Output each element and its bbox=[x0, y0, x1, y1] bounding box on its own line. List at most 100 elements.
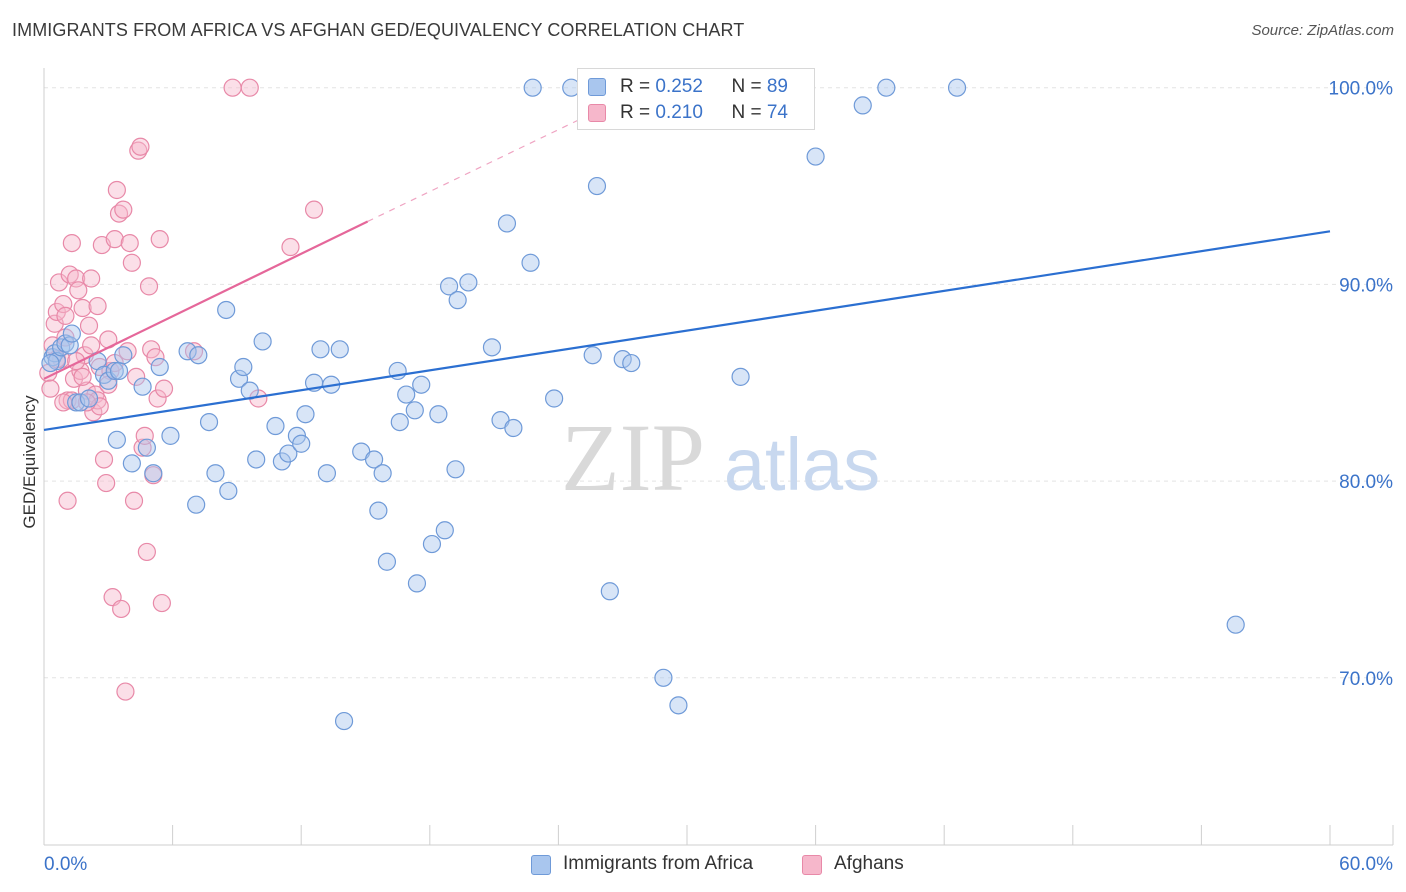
data-point bbox=[82, 336, 101, 355]
data-point bbox=[545, 389, 564, 408]
data-point bbox=[114, 346, 133, 365]
data-point bbox=[112, 599, 131, 619]
data-point bbox=[71, 393, 90, 412]
data-point bbox=[150, 230, 169, 249]
data-point bbox=[292, 434, 311, 453]
data-point bbox=[56, 306, 75, 325]
data-point bbox=[482, 338, 502, 357]
data-point bbox=[133, 377, 152, 396]
data-point bbox=[88, 296, 107, 316]
data-point bbox=[148, 389, 167, 408]
data-point bbox=[206, 464, 225, 483]
data-point bbox=[217, 300, 236, 320]
tick-labels: 70.0% 80.0% 90.0% 100.0% 0.0% 60.0% bbox=[44, 79, 1393, 875]
trend-line-africa bbox=[43, 230, 1331, 432]
legend-n-value: 74 bbox=[766, 102, 788, 123]
data-point bbox=[311, 340, 330, 359]
data-point bbox=[187, 495, 206, 514]
data-point bbox=[622, 353, 641, 373]
data-point bbox=[429, 405, 448, 424]
data-point bbox=[41, 379, 60, 398]
legend-r-value: 0.252 bbox=[655, 76, 703, 97]
data-point bbox=[435, 521, 454, 540]
legend-n-value: 89 bbox=[766, 76, 788, 97]
data-point bbox=[219, 481, 238, 501]
data-point bbox=[82, 269, 101, 288]
data-point bbox=[116, 682, 135, 701]
data-point bbox=[79, 316, 99, 335]
y-tick-label: 70.0% bbox=[1339, 669, 1393, 690]
correlation-legend: R = 0.252 N = 89 R = 0.210 N = 74 bbox=[577, 68, 815, 130]
data-point bbox=[97, 473, 116, 493]
data-point bbox=[58, 491, 77, 510]
trend-line-afghans-extension bbox=[367, 114, 589, 223]
data-point bbox=[137, 438, 156, 457]
x-tick-label: 0.0% bbox=[44, 854, 87, 875]
trend-lines bbox=[43, 114, 1331, 432]
data-point bbox=[67, 269, 86, 288]
data-point bbox=[124, 491, 144, 510]
data-point bbox=[266, 416, 285, 436]
data-point bbox=[94, 450, 114, 469]
data-point bbox=[62, 233, 81, 253]
data-point bbox=[144, 464, 163, 483]
watermark-zip: ZIP bbox=[561, 404, 705, 511]
data-point bbox=[446, 460, 465, 479]
trend-line-afghans bbox=[43, 220, 369, 380]
data-point bbox=[448, 291, 467, 310]
watermark-atlas: atlas bbox=[724, 423, 880, 506]
legend-swatch-blue bbox=[531, 855, 551, 875]
source-label: Source: ZipAtlas.com bbox=[1251, 22, 1394, 39]
data-point bbox=[41, 353, 60, 373]
data-point bbox=[459, 273, 478, 292]
data-point bbox=[120, 233, 139, 253]
data-point bbox=[152, 593, 171, 613]
data-point bbox=[600, 582, 619, 601]
data-point bbox=[107, 430, 126, 449]
data-point bbox=[122, 454, 141, 473]
chart-title: IMMIGRANTS FROM AFRICA VS AFGHAN GED/EQU… bbox=[12, 20, 745, 40]
data-point bbox=[139, 277, 159, 296]
data-point bbox=[199, 412, 219, 432]
data-point bbox=[135, 426, 154, 445]
data-point bbox=[240, 78, 259, 97]
data-point bbox=[296, 405, 315, 424]
data-point bbox=[523, 78, 542, 97]
data-point bbox=[369, 501, 388, 520]
series-legend: Immigrants from Africa Afghans bbox=[0, 850, 1406, 880]
data-point bbox=[330, 340, 349, 359]
data-point bbox=[439, 277, 459, 296]
data-point bbox=[161, 426, 180, 445]
data-point bbox=[613, 350, 632, 369]
data-point bbox=[109, 361, 129, 381]
data-point bbox=[654, 668, 673, 687]
data-point bbox=[587, 176, 607, 196]
y-tick-label: 90.0% bbox=[1339, 275, 1393, 296]
legend-n-label: N = bbox=[731, 102, 767, 123]
legend-swatch-blue bbox=[588, 78, 606, 96]
data-point bbox=[247, 450, 266, 469]
x-tick-label: 60.0% bbox=[1339, 854, 1393, 875]
data-point bbox=[234, 357, 253, 377]
data-point bbox=[412, 375, 431, 394]
axes bbox=[43, 68, 1394, 846]
data-point bbox=[407, 574, 427, 593]
data-point bbox=[189, 346, 208, 365]
data-point bbox=[137, 542, 156, 562]
data-point bbox=[422, 534, 442, 554]
data-point bbox=[47, 352, 66, 371]
data-point bbox=[62, 324, 81, 343]
legend-swatch-pink bbox=[588, 104, 606, 122]
legend-n-label: N = bbox=[731, 76, 767, 97]
data-point bbox=[304, 200, 324, 219]
y-tick-label: 80.0% bbox=[1339, 472, 1393, 493]
data-point bbox=[133, 438, 152, 457]
data-point bbox=[107, 180, 126, 200]
data-point bbox=[279, 444, 298, 463]
data-point bbox=[223, 78, 242, 97]
data-point bbox=[105, 361, 124, 381]
data-point bbox=[60, 336, 79, 355]
data-point bbox=[877, 78, 896, 97]
data-point bbox=[127, 367, 146, 386]
data-point bbox=[229, 369, 249, 388]
